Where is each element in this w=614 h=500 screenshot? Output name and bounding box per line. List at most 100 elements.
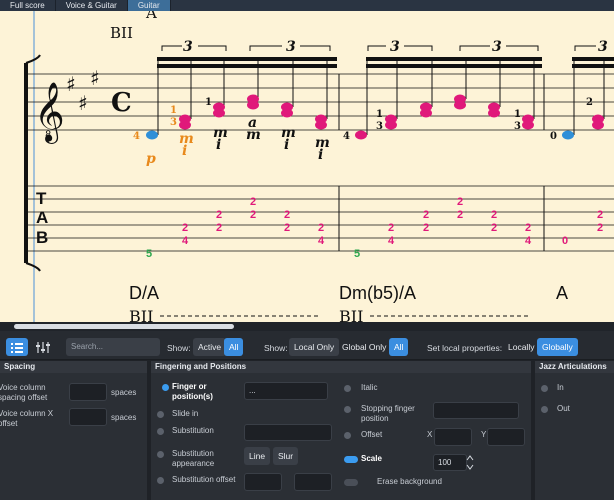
lh-fingering: 2 xyxy=(586,97,593,108)
tab-voice-guitar[interactable]: Voice & Guitar xyxy=(56,0,128,11)
panel-title: Spacing xyxy=(0,361,147,373)
line-button[interactable]: Line xyxy=(244,447,271,465)
noteheads[interactable] xyxy=(146,94,604,140)
offset-y-label: Y xyxy=(481,430,487,439)
voice-column-x-field[interactable] xyxy=(69,408,107,426)
svg-text:♯: ♯ xyxy=(90,66,100,90)
stopping-input[interactable] xyxy=(433,402,519,419)
list-icon xyxy=(11,343,23,353)
offset-toggle[interactable] xyxy=(344,432,351,439)
barre-indicator: BII xyxy=(110,24,133,42)
lh-fingering: 3 xyxy=(376,121,383,132)
substitution-input[interactable] xyxy=(244,424,332,441)
properties-panels: Spacing Voice column spacing offset spac… xyxy=(0,361,614,500)
svg-text:2: 2 xyxy=(250,196,256,208)
tab-numbers[interactable]: 2 4 2 2 2 2 2 2 2 4 2 4 2 2 2 2 2 2 2 4 … xyxy=(182,196,603,247)
rh-fingering: p xyxy=(146,151,156,167)
global-only-button[interactable]: Global Only xyxy=(342,342,387,352)
barre-indicator-bottom: BII xyxy=(129,307,153,322)
stopping-toggle[interactable] xyxy=(344,406,351,413)
offset-label: Offset xyxy=(361,430,383,439)
scrollbar-thumb[interactable] xyxy=(14,324,234,329)
spacing-panel: Spacing Voice column spacing offset spac… xyxy=(0,361,147,500)
substitution-appearance-toggle[interactable] xyxy=(157,451,164,458)
offset-x-input[interactable] xyxy=(434,428,472,446)
panel-title: Fingering and Positions xyxy=(151,361,531,373)
chord-symbol-top: A xyxy=(145,11,157,22)
filter-active-button[interactable]: Active xyxy=(193,338,227,356)
svg-text:2: 2 xyxy=(597,209,603,221)
substitution-offset-toggle[interactable] xyxy=(157,477,164,484)
svg-text:B: B xyxy=(36,228,48,247)
italic-toggle[interactable] xyxy=(344,385,351,392)
jazz-out-toggle[interactable] xyxy=(541,406,548,413)
voice-column-spacing-field[interactable] xyxy=(69,383,107,401)
slur-button[interactable]: Slur xyxy=(273,447,299,465)
lh-fingering: 1 xyxy=(205,97,212,108)
local-only-button[interactable]: Local Only xyxy=(289,338,340,356)
erase-background-toggle[interactable] xyxy=(344,479,358,486)
filter-all-button[interactable]: All xyxy=(224,338,244,356)
tuplet-number: 3 xyxy=(390,39,400,55)
svg-text:2: 2 xyxy=(491,209,497,221)
horizontal-scrollbar[interactable] xyxy=(0,322,614,331)
stepper-icon[interactable] xyxy=(466,454,474,471)
substitution-toggle[interactable] xyxy=(157,428,164,435)
filter-sliders-button[interactable] xyxy=(32,338,54,356)
rh-fingering: i xyxy=(216,137,221,153)
svg-text:T: T xyxy=(36,189,47,208)
offset-y-input[interactable] xyxy=(487,428,525,446)
layout-tabs: Full score Voice & Guitar Guitar xyxy=(0,0,614,11)
substitution-offset-x[interactable] xyxy=(244,473,282,491)
svg-text:4: 4 xyxy=(525,235,532,247)
voice-column-spacing-label: Voice column spacing offset xyxy=(0,383,48,402)
score-view[interactable]: A BII 𝄞 xyxy=(0,11,614,322)
svg-text:2: 2 xyxy=(318,222,324,234)
spaces-unit: spaces xyxy=(111,413,137,422)
show-all-button[interactable]: All xyxy=(389,338,409,356)
tab-number-open: 5 xyxy=(146,248,152,260)
lh-fingering: 0 xyxy=(550,131,557,142)
finger-input[interactable]: ... xyxy=(244,382,328,400)
scale-toggle[interactable] xyxy=(344,456,358,463)
substitution-offset-y[interactable] xyxy=(294,473,332,491)
lh-fingering: 4 xyxy=(343,131,350,142)
svg-text:4: 4 xyxy=(318,235,325,247)
svg-text:2: 2 xyxy=(525,222,531,234)
scale-input[interactable]: 100 xyxy=(433,454,467,471)
rh-fingering: m xyxy=(179,131,194,147)
tab-full-score[interactable]: Full score xyxy=(0,0,56,11)
svg-text:2: 2 xyxy=(423,222,429,234)
finger-toggle[interactable] xyxy=(162,384,169,391)
svg-text:A: A xyxy=(36,208,48,227)
search-input[interactable]: Search... xyxy=(66,338,160,356)
tuplet-number: 3 xyxy=(286,39,296,55)
globally-button[interactable]: Globally xyxy=(537,338,578,356)
chord-symbol: Dm(b5)/A xyxy=(339,283,416,303)
music-notation: A BII 𝄞 xyxy=(24,11,614,322)
tab-staff xyxy=(28,185,614,252)
locally-button[interactable]: Locally xyxy=(508,342,535,352)
svg-text:♯: ♯ xyxy=(66,72,76,96)
lh-fingering: 1 xyxy=(376,109,383,120)
svg-text:0: 0 xyxy=(562,235,568,247)
jazz-articulations-panel: Jazz Articulations In Out xyxy=(535,361,614,500)
svg-text:2: 2 xyxy=(491,222,497,234)
beams xyxy=(157,57,614,68)
fingering-panel: Fingering and Positions Finger or positi… xyxy=(151,361,531,500)
finger-label: Finger or position(s) xyxy=(172,382,213,401)
rh-fingering: i xyxy=(284,137,289,153)
sliders-icon xyxy=(36,342,50,353)
rh-fingering: i xyxy=(318,147,323,163)
rh-fingering: m xyxy=(246,127,261,143)
chord-symbol: A xyxy=(556,283,568,303)
barre-indicator-bottom: BII xyxy=(339,307,363,322)
svg-text:2: 2 xyxy=(182,222,188,234)
italic-label: Italic xyxy=(361,383,378,392)
list-view-button[interactable] xyxy=(6,338,28,356)
slide-in-toggle[interactable] xyxy=(157,411,164,418)
jazz-in-toggle[interactable] xyxy=(541,385,548,392)
tab-guitar[interactable]: Guitar xyxy=(127,0,171,11)
jazz-out-label: Out xyxy=(557,404,570,413)
offset-x-label: X xyxy=(427,430,433,439)
